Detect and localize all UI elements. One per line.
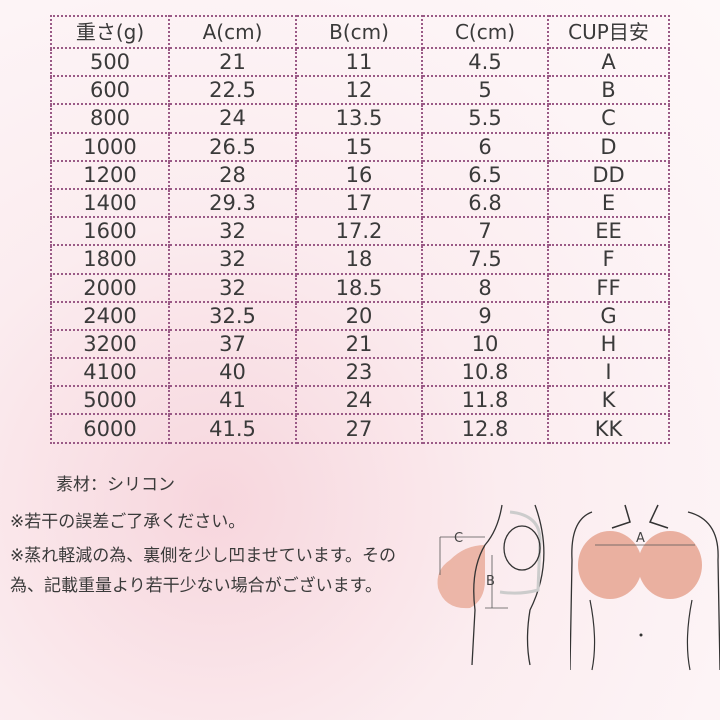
table-cell: 27 (295, 413, 423, 444)
table-cell: 6 (421, 131, 549, 162)
table-cell: 23 (295, 357, 423, 388)
table-cell: 1000 (50, 131, 170, 162)
table-cell: 11.8 (421, 385, 549, 416)
table-row: 600 22.5 12 5 B (50, 75, 670, 106)
table-cell: KK (547, 413, 670, 444)
table-cell: 26.5 (168, 131, 297, 162)
table-cell: 22.5 (168, 75, 297, 106)
front-view-diagram: A (570, 504, 720, 671)
table-cell: 21 (295, 328, 423, 360)
table-row: 1800 32 18 7.5 F (50, 244, 670, 275)
table-cell: 18.5 (295, 272, 423, 303)
table-cell: 2000 (50, 272, 170, 303)
table-cell: F (547, 244, 670, 275)
table-cell: 5000 (50, 385, 170, 416)
table-cell: I (547, 357, 670, 388)
table-cell: 1200 (50, 159, 170, 190)
column-header: C(cm) (421, 15, 549, 49)
table-row: 2000 32 18.5 8 FF (50, 272, 670, 303)
table-cell: 24 (295, 385, 423, 416)
table-row: 3200 37 21 10 H (50, 328, 670, 360)
column-header: A(cm) (168, 15, 297, 49)
table-cell: 13.5 (295, 103, 423, 134)
table-cell: 18 (295, 244, 423, 275)
table-cell: 6.5 (421, 159, 549, 190)
table-cell: 41.5 (168, 413, 297, 444)
table-cell: 5.5 (421, 103, 549, 134)
table-cell: D (547, 131, 670, 162)
table-cell: 41 (168, 385, 297, 416)
label-c: C (454, 531, 463, 546)
table-cell: 800 (50, 103, 170, 134)
table-cell: 32 (168, 216, 297, 247)
column-header: 重さ(g) (50, 15, 170, 49)
table-cell: 9 (421, 300, 549, 331)
table-row: 6000 41.5 27 12.8 KK (50, 413, 670, 444)
label-a: A (636, 531, 645, 546)
table-cell: 40 (168, 357, 297, 388)
table-cell: FF (547, 272, 670, 303)
table-cell: 29.3 (168, 187, 297, 219)
column-header: B(cm) (295, 15, 423, 49)
table-cell: 1400 (50, 187, 170, 219)
side-view-diagram: C B (437, 504, 545, 666)
table-cell: 17 (295, 187, 423, 219)
table-cell: 6000 (50, 413, 170, 444)
table-row: 1600 32 17.2 7 EE (50, 216, 670, 247)
table-row: 1000 26.5 15 6 D (50, 131, 670, 162)
table-cell: 3200 (50, 328, 170, 360)
table-cell: H (547, 328, 670, 360)
table-cell: DD (547, 159, 670, 190)
table-cell: K (547, 385, 670, 416)
table-row: 2400 32.5 20 9 G (50, 300, 670, 331)
material-note: 素材：シリコン (56, 475, 175, 495)
table-cell: 15 (295, 131, 423, 162)
table-cell: 24 (168, 103, 297, 134)
table-cell: 6.8 (421, 187, 549, 219)
table-cell: EE (547, 216, 670, 247)
table-cell: A (547, 46, 670, 78)
table-cell: 28 (168, 159, 297, 190)
table-cell: 5 (421, 75, 549, 106)
table-cell: B (547, 75, 670, 106)
table-cell: 10.8 (421, 357, 549, 388)
table-cell: 32 (168, 272, 297, 303)
table-row: 800 24 13.5 5.5 C (50, 103, 670, 134)
table-cell: 2400 (50, 300, 170, 331)
table-cell: 7 (421, 216, 549, 247)
table-cell: 16 (295, 159, 423, 190)
table-cell: 8 (421, 272, 549, 303)
table-row: 4100 40 23 10.8 I (50, 357, 670, 388)
table-cell: 1800 (50, 244, 170, 275)
table-cell: 4.5 (421, 46, 549, 78)
table-cell: 32 (168, 244, 297, 275)
table-row: 500 21 11 4.5 A (50, 46, 670, 78)
weight-note: ※蒸れ軽減の為、裏側を少し凹ませています。その為、記載重量より若干少ない場合がご… (10, 546, 397, 596)
table-cell: 4100 (50, 357, 170, 388)
label-b: B (486, 574, 495, 589)
table-cell: 600 (50, 75, 170, 106)
table-cell: 7.5 (421, 244, 549, 275)
table-cell: C (547, 103, 670, 134)
table-cell: E (547, 187, 670, 219)
table-cell: 10 (421, 328, 549, 360)
table-cell: 12 (295, 75, 423, 106)
size-table: 重さ(g) A(cm) B(cm) C(cm) CUP目安 500 21 11 4.5 A 600… (50, 15, 670, 444)
tolerance-note: ※若干の誤差ご了承ください。 (10, 512, 246, 532)
table-cell: 12.8 (421, 413, 549, 444)
table-row: 1200 28 16 6.5 DD (50, 159, 670, 190)
table-cell: 21 (168, 46, 297, 78)
column-header: CUP目安 (547, 15, 670, 49)
table-cell: 37 (168, 328, 297, 360)
table-header-row: 重さ(g) A(cm) B(cm) C(cm) CUP目安 (50, 15, 670, 49)
table-row: 1400 29.3 17 6.8 E (50, 187, 670, 219)
table-cell: 11 (295, 46, 423, 78)
table-cell: 32.5 (168, 300, 297, 331)
table-cell: G (547, 300, 670, 331)
table-cell: 20 (295, 300, 423, 331)
table-cell: 17.2 (295, 216, 423, 247)
table-cell: 1600 (50, 216, 170, 247)
table-cell: 500 (50, 46, 170, 78)
table-row: 5000 41 24 11.8 K (50, 385, 670, 416)
